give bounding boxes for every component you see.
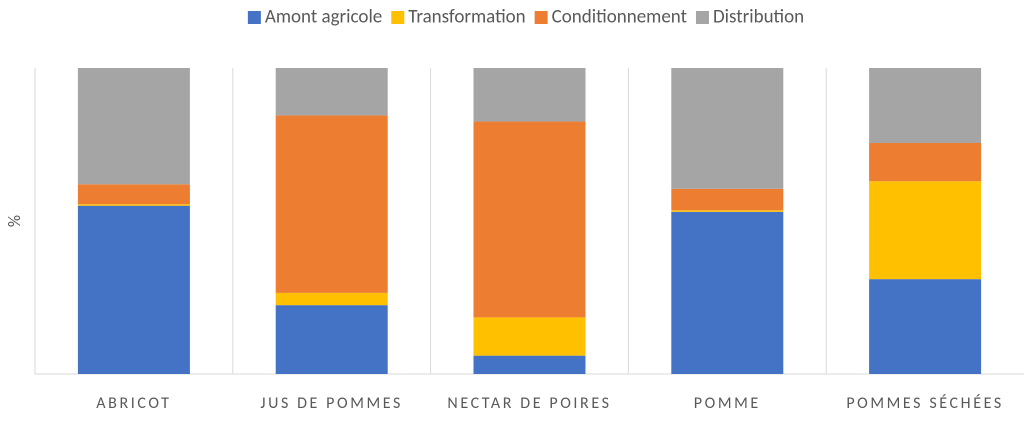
bar-segment	[275, 115, 388, 293]
x-tick-label: ABRICOT	[96, 394, 171, 413]
bar-segment	[473, 121, 586, 318]
legend-label: Transformation	[408, 6, 525, 29]
bar-segment	[275, 292, 388, 306]
bar-segment	[473, 317, 586, 356]
legend-label: Conditionnement	[552, 6, 688, 29]
legend-label: Amont agricole	[265, 6, 382, 29]
legend-swatch	[695, 11, 709, 24]
x-tick-label: JUS DE POMMES	[260, 394, 403, 413]
bar-segment	[473, 355, 586, 374]
bar-segment	[869, 142, 982, 182]
bar-segment	[671, 211, 784, 374]
bar-segment	[671, 210, 784, 212]
bar-segment	[77, 184, 190, 205]
legend: Amont agricole Transformation Conditionnem…	[247, 6, 804, 29]
bar-segment	[869, 181, 982, 280]
y-axis-label: %	[4, 215, 25, 227]
legend-label: Distribution	[713, 6, 804, 29]
bar-segment	[473, 68, 586, 122]
bar-segment	[275, 68, 388, 116]
legend-swatch	[534, 11, 548, 24]
x-tick-label: POMMES SÉCHÉES	[846, 394, 1004, 413]
bar-segment	[671, 68, 784, 189]
bar-segment	[671, 188, 784, 211]
bar-segment	[869, 279, 982, 374]
legend-swatch	[391, 11, 405, 24]
x-tick-label: NECTAR DE POIRES	[447, 394, 611, 413]
bar-segment	[77, 205, 190, 374]
bar-segment	[275, 305, 388, 374]
legend-swatch	[247, 11, 261, 24]
bar-segment	[869, 68, 982, 143]
x-tick-label: POMME	[694, 394, 761, 413]
bar-segment	[77, 204, 190, 206]
bar-segment	[77, 68, 190, 185]
